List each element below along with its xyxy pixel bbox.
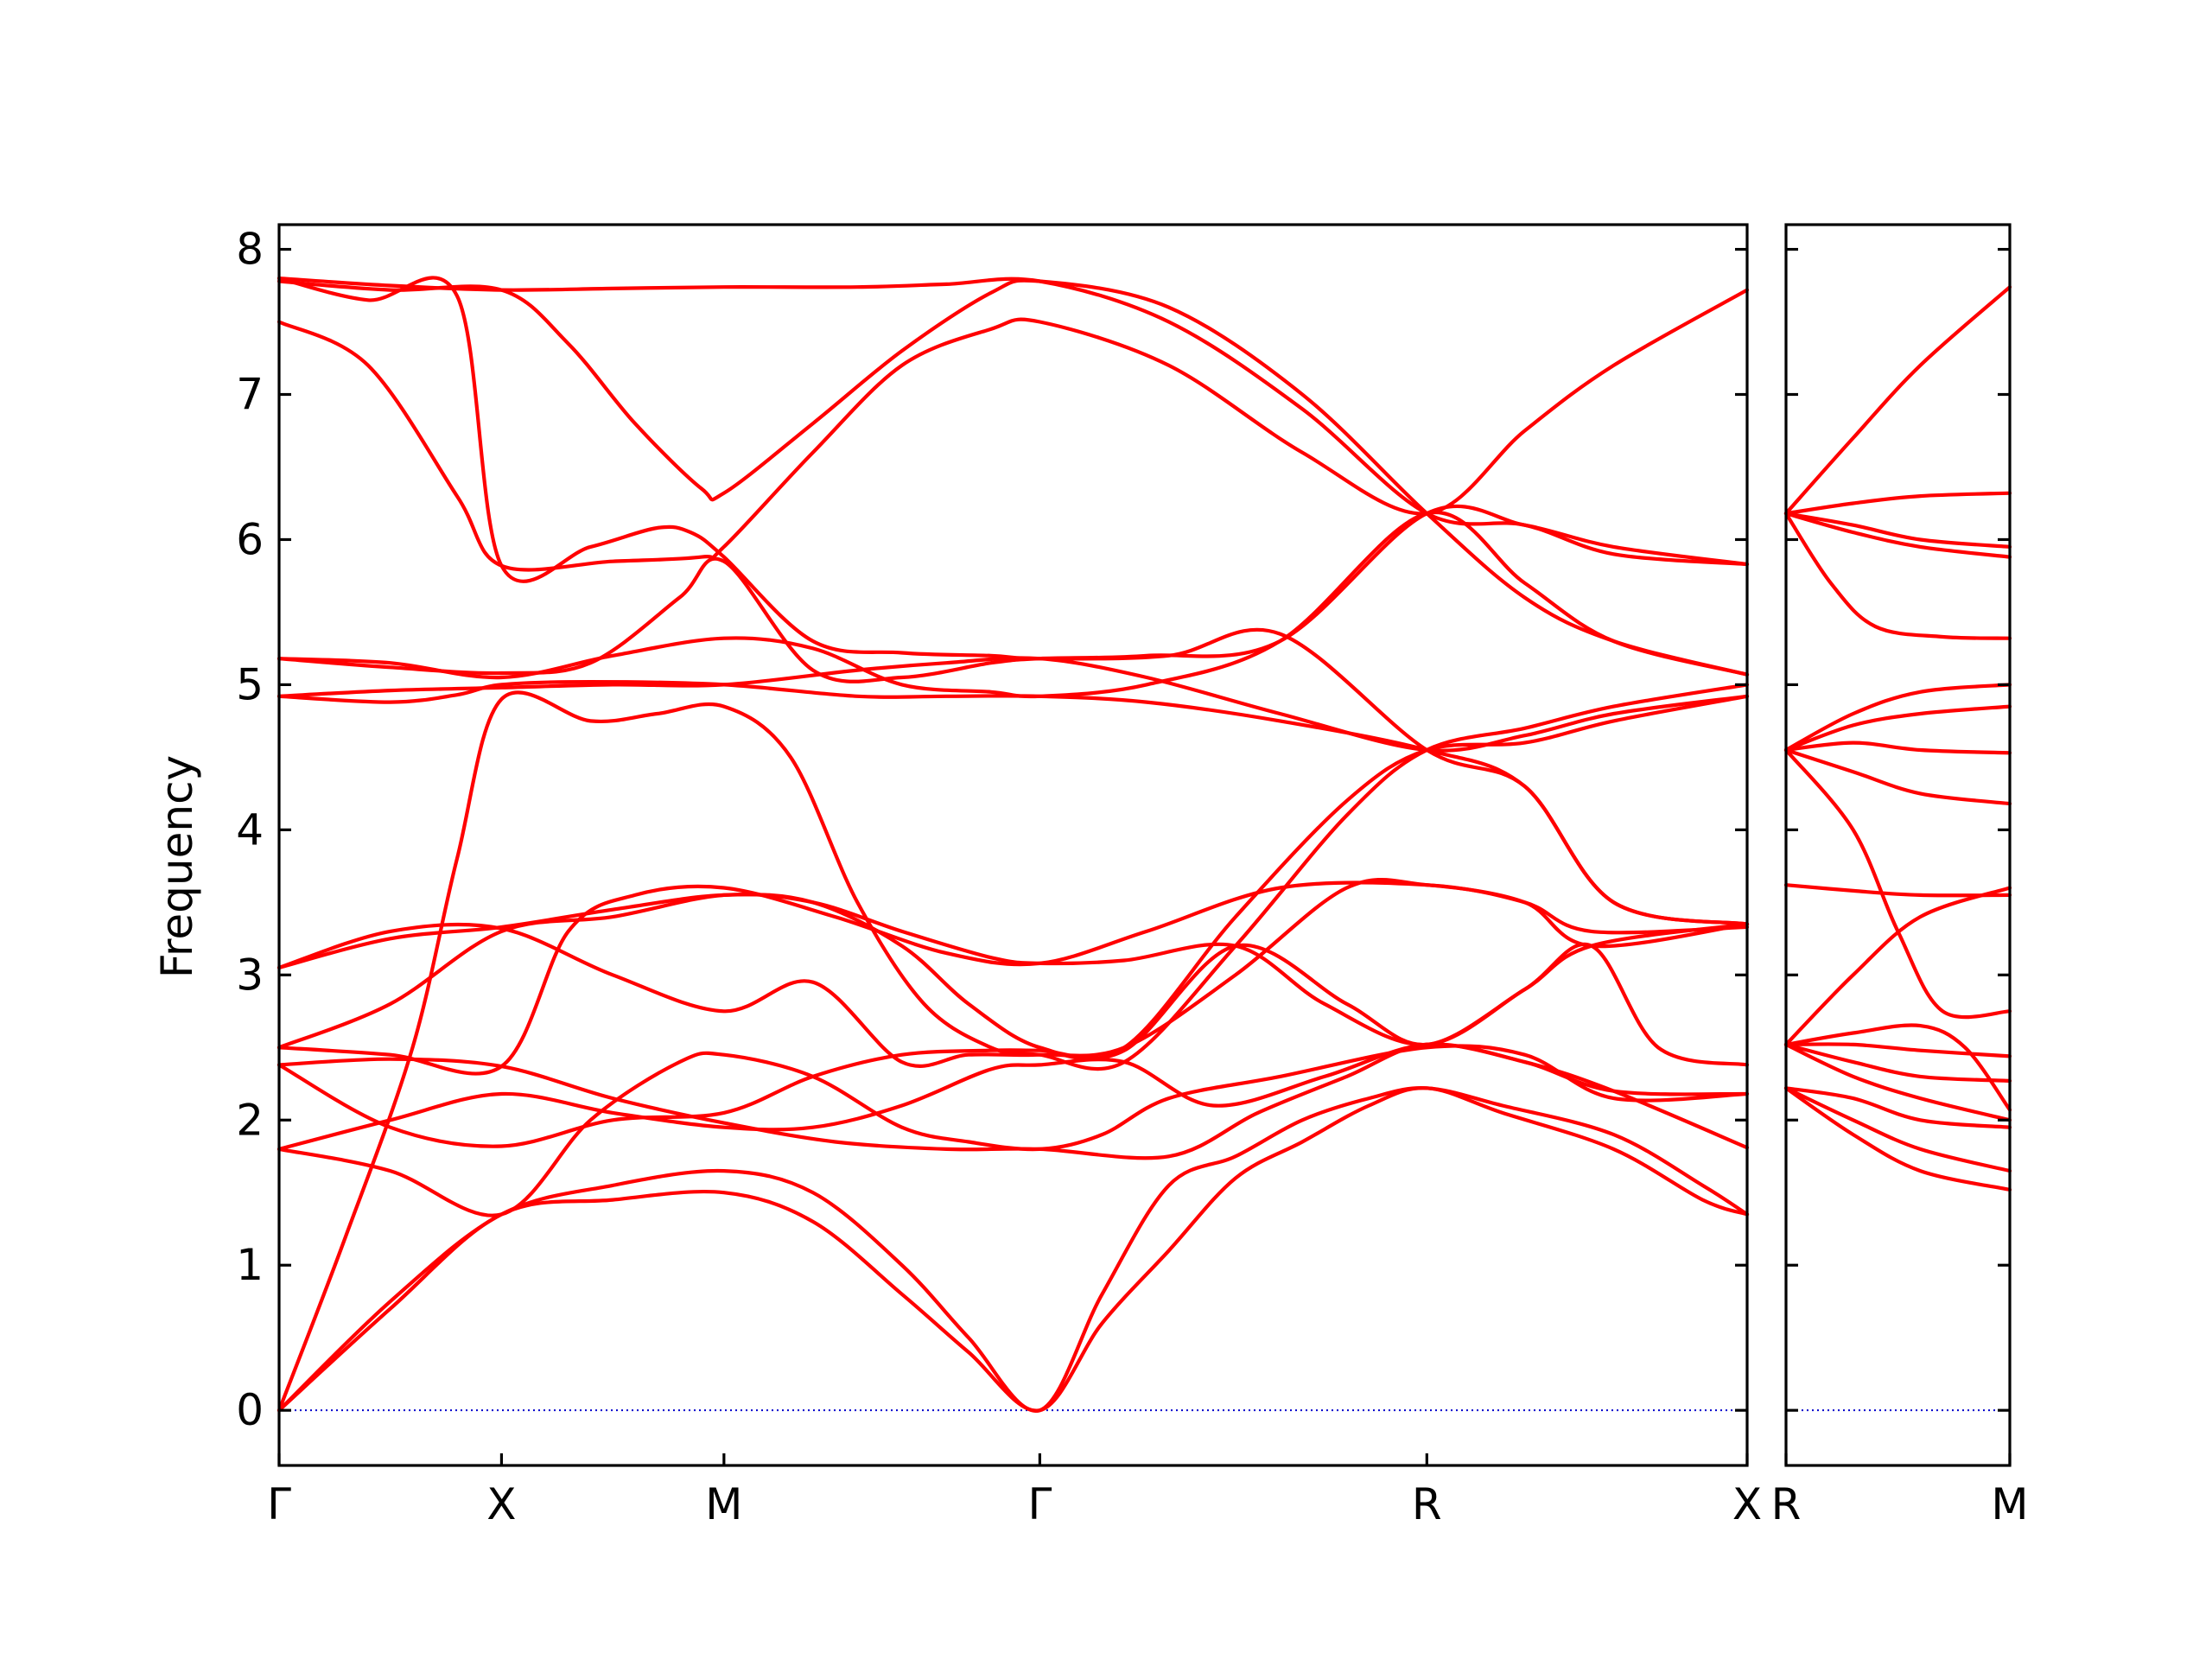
y-tick-label: 2 xyxy=(236,1095,264,1145)
band-main-12 xyxy=(276,680,1750,926)
x-tick-label: R xyxy=(1412,1479,1442,1529)
band-side-18 xyxy=(1783,1086,2012,1173)
band-main-5 xyxy=(276,1042,1750,1151)
y-tick-label: 5 xyxy=(236,659,264,709)
x-tick-label: Γ xyxy=(267,1479,291,1529)
panel-main-tick-labels: 0 1 2 3 4 5 6 7 8 Γ X M Γ R X xyxy=(236,225,1762,1529)
panel-side-ticks xyxy=(1784,247,2012,1465)
panel-side-frame xyxy=(1784,223,2012,1467)
panel-main-ticks xyxy=(277,247,1749,1465)
x-tick-label: X xyxy=(1732,1479,1762,1529)
panel-main-bands xyxy=(276,276,1750,1413)
band-side-6 xyxy=(1783,683,2012,753)
band-main-1 xyxy=(276,1086,1750,1413)
y-tick-label: 4 xyxy=(236,804,264,855)
panel-main-frame xyxy=(277,223,1749,1467)
y-tick-label: 3 xyxy=(236,950,264,1000)
x-tick-label: Γ xyxy=(1027,1479,1052,1529)
band-side-1 xyxy=(1783,285,2012,516)
band-main-19 xyxy=(276,276,1750,926)
band-side-2 xyxy=(1783,491,2012,516)
band-main-13 xyxy=(276,656,1750,753)
y-tick-label: 1 xyxy=(236,1240,264,1290)
x-tick-label: M xyxy=(1991,1479,2028,1529)
band-main-15 xyxy=(276,504,1750,683)
panel-main: 0 1 2 3 4 5 6 7 8 Γ X M Γ R X xyxy=(236,223,1762,1529)
band-main-9 xyxy=(276,892,1750,1050)
x-tick-label: M xyxy=(705,1479,742,1529)
band-main-14 xyxy=(276,510,1750,699)
y-tick-label: 8 xyxy=(236,225,264,275)
x-tick-label: X xyxy=(486,1479,516,1529)
x-tick-label: R xyxy=(1771,1479,1802,1529)
band-side-4 xyxy=(1783,512,2012,559)
y-axis-label: Frequency xyxy=(152,755,202,978)
band-side-14 xyxy=(1783,1042,2012,1058)
panel-side-bands xyxy=(1783,285,2012,1192)
band-side-19 xyxy=(1783,1086,2012,1192)
band-side-7 xyxy=(1783,704,2012,753)
band-main-10 xyxy=(276,694,1750,1061)
band-side-3 xyxy=(1783,512,2012,549)
band-main-17 xyxy=(276,278,1750,677)
y-tick-label: 7 xyxy=(236,370,264,420)
band-main-3 xyxy=(276,683,1750,1413)
band-main-6 xyxy=(276,942,1750,1148)
band-main-11 xyxy=(276,877,1750,1068)
band-main-18 xyxy=(276,276,1750,567)
band-main-8 xyxy=(276,880,1750,1076)
band-side-16 xyxy=(1783,1042,2012,1122)
y-tick-label: 6 xyxy=(236,514,264,564)
band-main-7 xyxy=(276,1042,1750,1160)
band-side-5 xyxy=(1783,512,2012,640)
band-side-11 xyxy=(1783,883,2012,898)
band-side-9 xyxy=(1783,747,2012,806)
band-main-4 xyxy=(276,1044,1750,1217)
band-side-15 xyxy=(1783,1042,2012,1083)
band-main-16 xyxy=(276,288,1750,572)
band-side-13 xyxy=(1783,1023,2012,1112)
band-main-2 xyxy=(276,1086,1750,1413)
band-side-12 xyxy=(1783,886,2012,1046)
band-side-17 xyxy=(1783,1086,2012,1129)
band-side-8 xyxy=(1783,741,2012,755)
y-tick-label: 0 xyxy=(236,1385,264,1435)
band-side-10 xyxy=(1783,747,2012,1020)
